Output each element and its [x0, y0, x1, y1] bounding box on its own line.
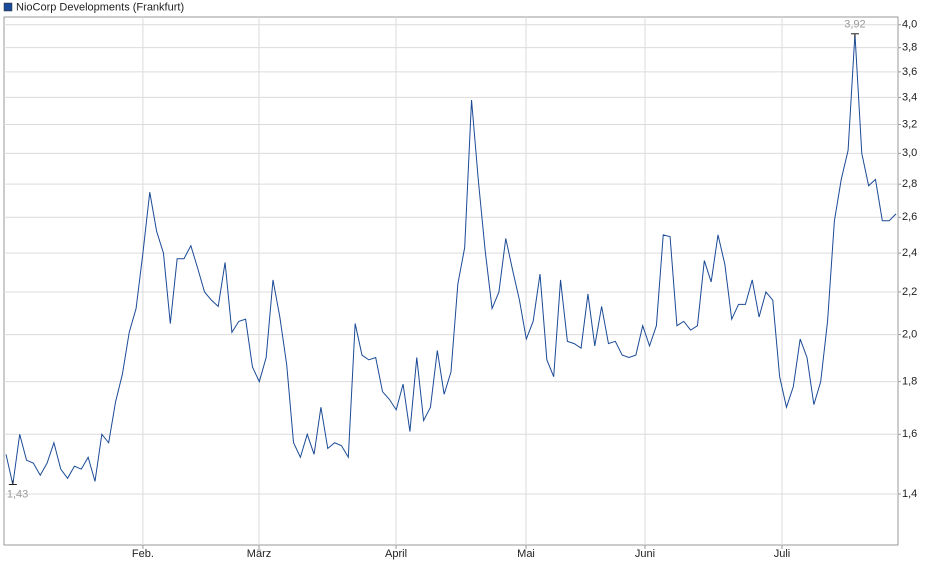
- y-tick-label: 2,2: [902, 286, 917, 298]
- legend-swatch: [3, 2, 13, 12]
- x-tick-label: April: [385, 548, 407, 560]
- extreme-label: 1,43: [7, 488, 28, 500]
- y-tick-label: 1,8: [902, 376, 917, 388]
- x-tick-label: Juli: [774, 548, 791, 560]
- price-line: [5, 33, 897, 485]
- legend-label: NioCorp Developments (Frankfurt): [16, 1, 184, 13]
- y-tick-label: 4,0: [902, 19, 917, 31]
- x-tick-label: Feb.: [132, 548, 154, 560]
- x-tick-label: Mai: [517, 548, 535, 560]
- x-tick-label: März: [247, 548, 271, 560]
- y-tick-label: 1,6: [902, 428, 917, 440]
- y-tick-label: 3,2: [902, 118, 917, 130]
- y-tick-label: 2,4: [902, 247, 917, 259]
- y-tick-label: 1,4: [902, 488, 917, 500]
- x-tick-label: Juni: [635, 548, 655, 560]
- y-tick-label: 3,4: [902, 91, 917, 103]
- y-tick-label: 3,8: [902, 42, 917, 54]
- y-tick-label: 2,8: [902, 178, 917, 190]
- extreme-label: 3,92: [844, 19, 865, 31]
- plot-area: [3, 16, 899, 546]
- y-tick-label: 3,0: [902, 147, 917, 159]
- y-tick-label: 2,6: [902, 211, 917, 223]
- y-tick-label: 2,0: [902, 328, 917, 340]
- y-tick-label: 3,6: [902, 66, 917, 78]
